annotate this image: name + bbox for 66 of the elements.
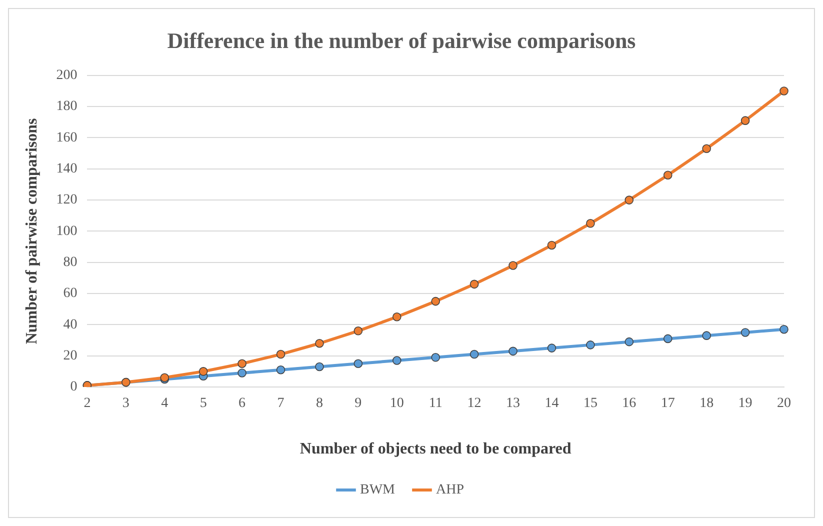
y-tick-label: 60: [63, 286, 78, 302]
point: [547, 344, 556, 352]
point: [470, 350, 479, 359]
point: [586, 340, 595, 350]
x-tick-label: 18: [700, 396, 714, 412]
point: [780, 324, 788, 334]
point: [392, 312, 402, 322]
point: [547, 240, 556, 250]
x-tick-label: 20: [777, 396, 791, 412]
x-tick-label: 11: [428, 396, 442, 412]
point: [315, 362, 324, 372]
x-tick-label: 3: [122, 396, 130, 412]
point: [276, 365, 286, 374]
point: [663, 334, 672, 344]
x-tick-label: 7: [277, 396, 284, 412]
point: [431, 353, 440, 362]
x-tick-label: 2: [84, 396, 91, 412]
x-tick-label: 10: [390, 396, 404, 412]
y-tick-label: 180: [56, 99, 78, 114]
y-tick-label: 160: [56, 130, 78, 146]
point: [624, 196, 634, 204]
point: [740, 116, 750, 125]
point: [663, 170, 672, 180]
point: [392, 356, 402, 365]
y-tick-label: 20: [63, 348, 78, 364]
x-tick-label: 14: [544, 396, 559, 412]
point: [508, 261, 518, 270]
y-tick-label: 120: [56, 192, 78, 208]
y-tick-label: 100: [56, 224, 78, 239]
x-tick-label: 4: [161, 396, 168, 412]
y-tick-label: 200: [56, 68, 78, 84]
y-tick-label: 40: [63, 317, 78, 332]
y-tick-label: 140: [56, 162, 78, 177]
x-tick-label: 9: [354, 396, 362, 412]
y-tick-label: 80: [63, 255, 78, 270]
y-axis-title: Number of pairwise comparisons: [24, 118, 41, 344]
x-tick-label: 5: [200, 396, 207, 412]
point: [780, 86, 788, 96]
x-tick-label: 8: [316, 396, 323, 412]
x-tick-label: 19: [738, 396, 752, 412]
point: [238, 368, 246, 378]
point: [624, 337, 634, 346]
x-axis-title: Number of objects need to be compared: [300, 440, 572, 458]
y-tick-label: 0: [70, 380, 78, 395]
point: [702, 144, 711, 154]
x-tick-label: 12: [467, 396, 482, 412]
legend-label: AHP: [436, 482, 464, 498]
point: [198, 367, 208, 376]
x-tick-label: 13: [506, 396, 520, 412]
point: [586, 219, 595, 228]
point: [276, 350, 286, 359]
point: [508, 346, 518, 356]
chart-title: Difference in the number of pairwise comparisons: [167, 28, 636, 53]
point: [354, 326, 363, 336]
point: [431, 296, 440, 306]
point: [740, 328, 750, 337]
x-tick-label: 15: [583, 396, 598, 412]
point: [238, 359, 246, 368]
point: [702, 331, 711, 340]
point: [470, 280, 479, 289]
x-tick-label: 17: [660, 396, 675, 412]
x-tick-label: 16: [622, 396, 636, 412]
legend-label: BWM: [360, 482, 396, 498]
point: [354, 359, 363, 368]
x-tick-label: 6: [238, 396, 246, 412]
point: [315, 338, 324, 348]
